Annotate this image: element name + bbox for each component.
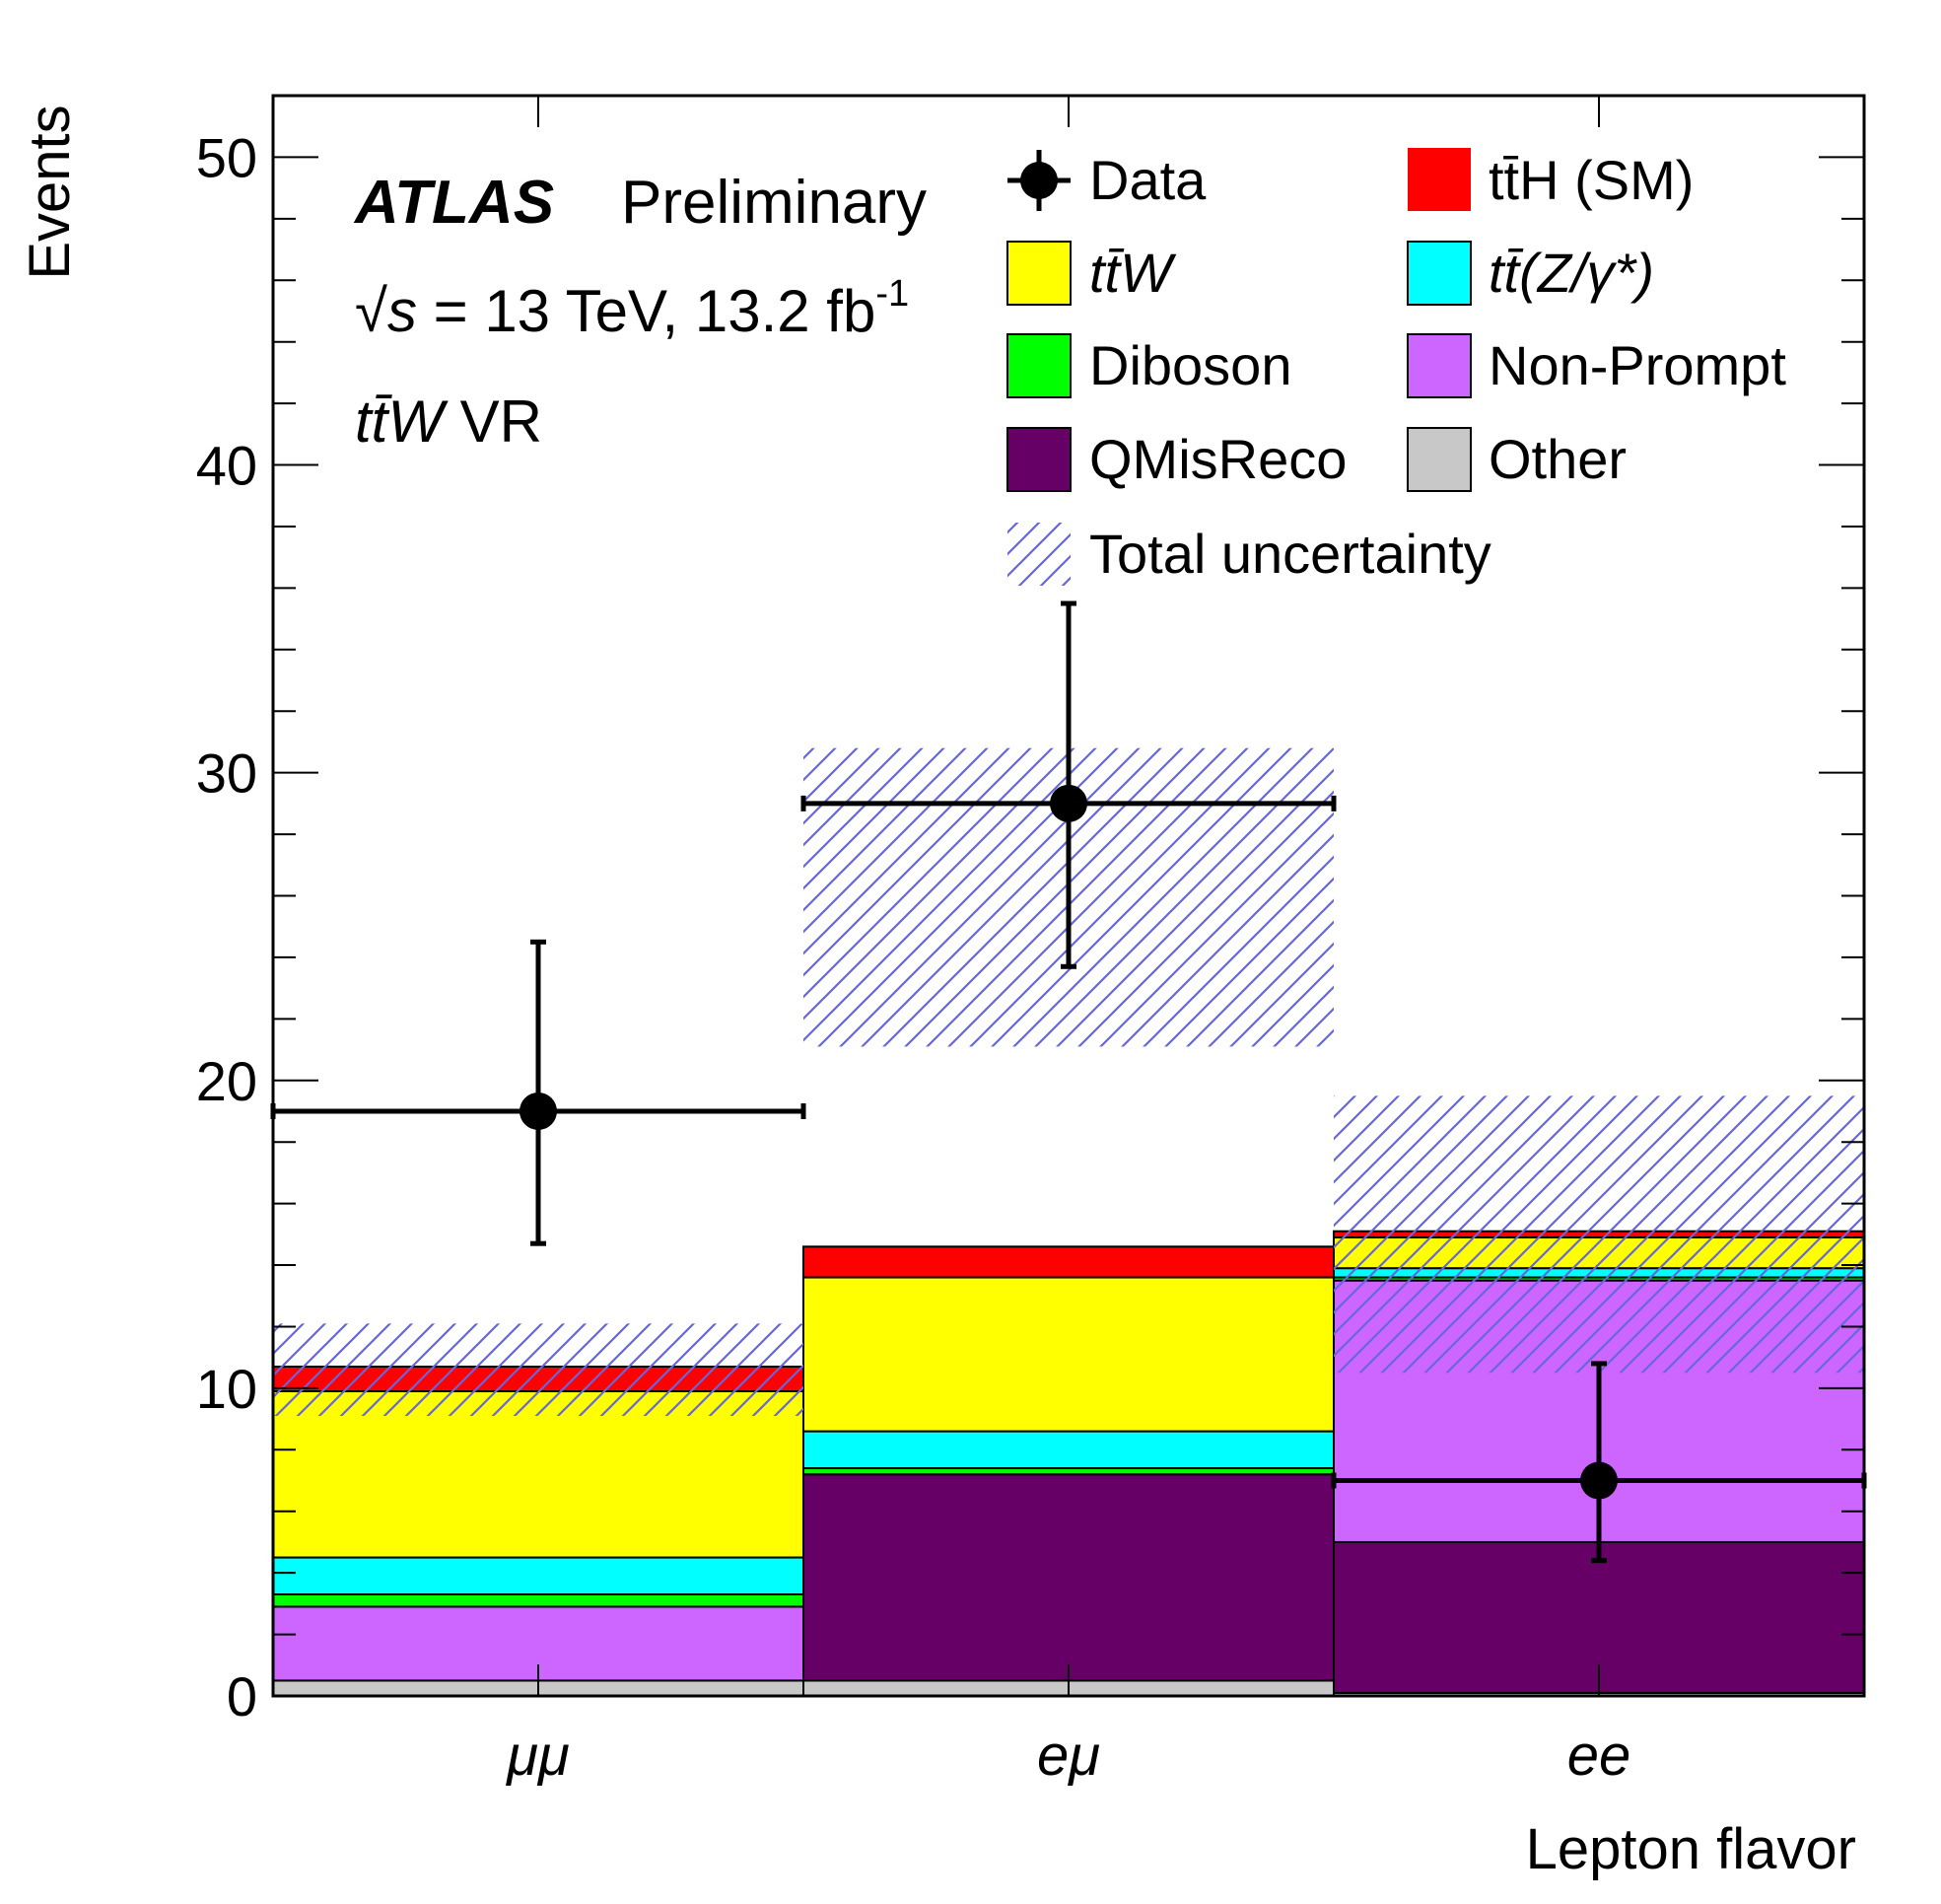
lumi-exponent: -1	[875, 273, 909, 315]
bar-ttz-bin-2	[802, 1430, 1335, 1470]
uncertainty-band-bin-3	[1334, 1095, 1864, 1374]
status-label: Preliminary	[621, 169, 927, 237]
legend-entry-other: Other	[1407, 427, 1627, 492]
data-point-3	[1580, 1461, 1618, 1500]
y-tick-label-40: 40	[196, 435, 257, 497]
bar-tth-bin-2	[802, 1245, 1335, 1279]
legend-swatch-ttz	[1407, 241, 1472, 306]
region-label: tt̄W VR	[355, 388, 542, 455]
data-point-1	[520, 1092, 557, 1130]
legend-label-diboson: Diboson	[1089, 334, 1291, 396]
legend-swatch-nonprompt	[1407, 333, 1472, 398]
legend-swatch-other	[1407, 427, 1472, 492]
legend-swatch-qmisreco	[1006, 427, 1072, 492]
legend-entry-nonprompt: Non-Prompt	[1407, 333, 1786, 398]
legend-label-nonprompt: Non-Prompt	[1489, 334, 1786, 396]
x-axis-label: Lepton flavor	[1526, 1817, 1856, 1881]
data-point-2	[1050, 784, 1087, 822]
y-axis-label: Events	[18, 105, 82, 279]
y-tick-label-10: 10	[196, 1358, 257, 1420]
legend-label-ttz: tt̄(Z/γ*)	[1489, 242, 1654, 304]
legend-label-ttw: tt̄W	[1089, 242, 1177, 304]
legend-label-total-uncertainty: Total uncertainty	[1089, 523, 1491, 585]
region-process: tt̄W	[355, 388, 449, 455]
energy-value: = 13 TeV, 13.2 fb	[417, 278, 875, 344]
y-tick-label-30: 30	[196, 742, 257, 805]
axes: 0 10 20 30 40 50 μμ eμ ee	[196, 94, 1866, 1788]
x-tick-label-2: eμ	[1037, 1724, 1100, 1788]
y-tick-label-50: 50	[196, 126, 257, 188]
energy-label: √s = 13 TeV, 13.2 fb-1	[355, 273, 909, 344]
legend-entry-qmisreco: QMisReco	[1006, 427, 1347, 492]
legend-label-other: Other	[1489, 428, 1627, 490]
legend-swatch-total-uncertainty	[1007, 523, 1071, 586]
data-points	[270, 600, 1867, 1564]
bar-ttw-bin-1	[272, 1390, 804, 1559]
y-tick-label-20: 20	[196, 1050, 257, 1112]
legend: Data tt̄W Diboson QMisReco Total uncerta…	[1006, 148, 1786, 586]
bar-ttz-bin-1	[272, 1556, 804, 1596]
uncertainty-band-bin-1	[273, 1323, 803, 1416]
legend-swatch-tth	[1408, 148, 1471, 211]
x-tick-label-1: μμ	[505, 1724, 570, 1788]
legend-label-data: Data	[1089, 149, 1207, 211]
region-suffix: VR	[444, 388, 542, 455]
legend-entry-data: Data	[1007, 149, 1207, 211]
legend-entry-ttw: tt̄W	[1006, 241, 1177, 306]
bar-qmis-bin-2	[802, 1473, 1335, 1682]
experiment-label: ATLAS	[353, 169, 554, 237]
legend-entry-total-uncertainty: Total uncertainty	[1007, 523, 1491, 586]
legend-entry-ttz: tt̄(Z/γ*)	[1407, 241, 1654, 306]
y-tick-label-0: 0	[227, 1665, 257, 1728]
legend-label-qmisreco: QMisReco	[1089, 428, 1347, 490]
bar-ttw-bin-2	[802, 1276, 1335, 1433]
legend-swatch-diboson	[1006, 333, 1072, 398]
legend-entry-tth: tt̄H (SM)	[1408, 148, 1694, 211]
legend-swatch-ttw	[1006, 241, 1072, 306]
sqrt-symbol: √	[355, 278, 387, 344]
legend-entry-diboson: Diboson	[1006, 333, 1291, 398]
legend-data-marker	[1020, 162, 1058, 199]
energy-variable: s	[387, 278, 417, 344]
x-tick-label-3: ee	[1567, 1724, 1631, 1788]
bar-diboson-bin-1	[272, 1593, 804, 1608]
legend-label-tth: tt̄H (SM)	[1489, 149, 1694, 211]
